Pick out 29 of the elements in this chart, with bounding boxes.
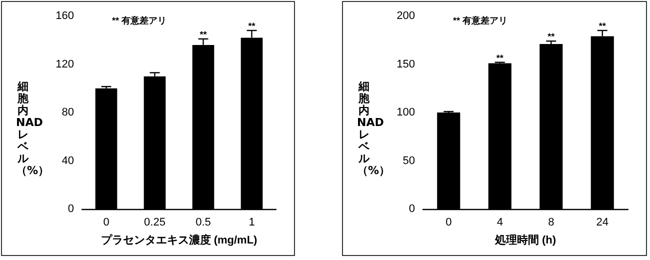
annotation: ** 有意差アリ: [112, 16, 167, 26]
annotation: **: [548, 32, 556, 42]
y-tick-label: 200: [396, 10, 415, 22]
y-tick-label: 0: [408, 203, 415, 215]
x-tick-label: 8: [548, 216, 554, 228]
annotation: **: [496, 52, 504, 63]
x-tick-label: 0: [446, 216, 452, 228]
x-axis-title: 処理時間 (h): [494, 234, 556, 246]
x-tick-label: 24: [596, 216, 608, 228]
x-axis-title: プラセンタエキス濃度 (mg/mL): [100, 234, 258, 246]
y-tick-label: 160: [56, 10, 74, 22]
y-axis-title: 細胞内NADレベル（%）: [16, 80, 50, 176]
y-tick-label: 100: [396, 106, 415, 118]
x-tick-label: 1: [248, 216, 255, 228]
annotation: **: [598, 20, 606, 31]
y-tick-label: 0: [68, 203, 74, 215]
annotation: **: [248, 20, 256, 31]
y-tick-label: 50: [402, 154, 415, 167]
y-tick-label: 150: [396, 58, 415, 70]
y-tick-label: 80: [62, 106, 74, 118]
y-tick-label: 120: [56, 58, 74, 70]
x-tick-label: 4: [496, 216, 503, 228]
y-axis-title: 細胞内NADレベル（%）: [357, 80, 390, 176]
annotation: **: [200, 29, 208, 40]
x-tick-label: 0.5: [196, 216, 211, 228]
annotation: ** 有意差アリ: [453, 16, 508, 26]
x-tick-label: 0.25: [144, 216, 166, 228]
y-tick-label: 40: [62, 154, 74, 167]
x-tick-label: 0: [103, 216, 110, 228]
